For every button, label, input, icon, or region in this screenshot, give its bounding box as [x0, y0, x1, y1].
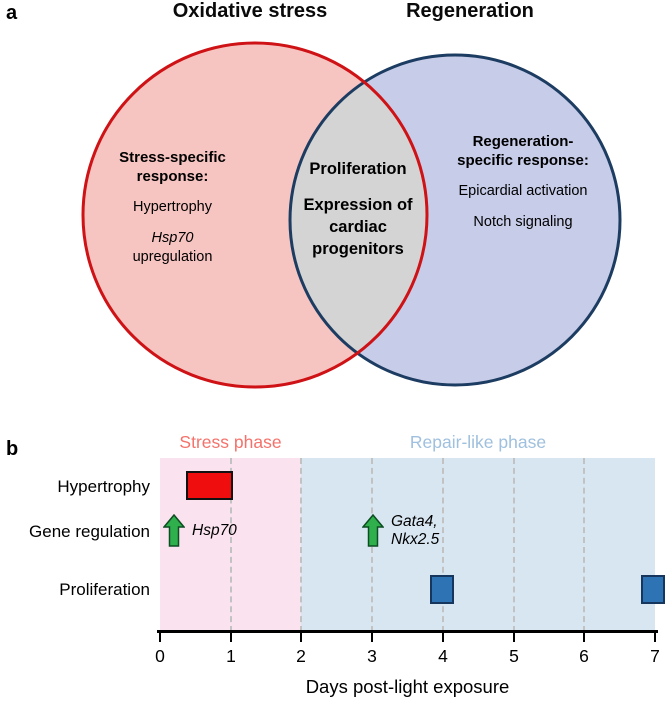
overlap-text: Proliferation Expression of cardiac prog… [287, 158, 429, 274]
gata4-up-arrow-icon [361, 513, 385, 547]
tick-day3 [371, 633, 373, 642]
tick-day5 [513, 633, 515, 642]
tick-label-6: 6 [579, 646, 589, 666]
tick-day4 [442, 633, 444, 642]
tick-label-3: 3 [367, 646, 377, 666]
hsp70-up-arrow-icon [162, 513, 186, 547]
tick-label-7: 7 [650, 646, 660, 666]
gata4-label-line1: Gata4, [391, 513, 438, 530]
regen-item-epicardial: Epicardial activation [458, 183, 588, 199]
gata4-nkx25-event-label: Gata4, Nkx2.5 [391, 513, 439, 549]
tick-label-0: 0 [155, 646, 165, 666]
regeneration-title: Regeneration [406, 0, 534, 22]
overlap-cardiac-progenitors: Expression of cardiac progenitors [303, 196, 413, 258]
panel-b: b Stress phase Repair-like phase Hypertr… [0, 430, 666, 710]
tick-label-4: 4 [438, 646, 448, 666]
x-axis-line [157, 630, 658, 633]
regeneration-heading: Regeneration-specific response: [457, 133, 589, 169]
tick-day7 [654, 633, 656, 642]
tick-label-1: 1 [226, 646, 236, 666]
gridline-day1 [230, 458, 232, 632]
gridline-day2 [300, 458, 302, 632]
stress-item-hsp70: Hsp70 upregulation [100, 229, 245, 267]
hsp70-gene-name: Hsp70 [151, 230, 194, 246]
repair-phase-label: Repair-like phase [409, 432, 547, 452]
repair-phase-region [301, 458, 655, 632]
tick-day2 [300, 633, 302, 642]
oxidative-stress-title: Oxidative stress [172, 0, 328, 22]
gridline-day4 [442, 458, 444, 632]
gridline-day6 [583, 458, 585, 632]
gridline-day5 [513, 458, 515, 632]
tick-day0 [159, 633, 161, 642]
stress-specific-text: Stress-specific response: Hypertrophy Hs… [100, 148, 245, 279]
row-label-hypertrophy: Hypertrophy [57, 477, 150, 496]
venn-overlap-region [290, 55, 427, 385]
tick-label-2: 2 [296, 646, 306, 666]
hsp70-event-label: Hsp70 [192, 522, 237, 539]
overlap-proliferation: Proliferation [309, 160, 407, 178]
stress-phase-label: Stress phase [179, 432, 282, 452]
gata4-label-line2: Nkx2.5 [391, 531, 440, 548]
x-axis-title: Days post-light exposure [305, 676, 510, 697]
proliferation-square-day7 [641, 575, 665, 604]
stress-item-hypertrophy: Hypertrophy [133, 199, 212, 215]
row-label-proliferation: Proliferation [59, 580, 150, 599]
hsp70-upregulation-text: upregulation [132, 249, 213, 265]
tick-day1 [230, 633, 232, 642]
panel-a-label: a [6, 2, 18, 24]
tick-day6 [583, 633, 585, 642]
stress-heading: Stress-specific response: [119, 149, 226, 185]
tick-label-5: 5 [509, 646, 519, 666]
hypertrophy-bar [186, 471, 233, 500]
panel-b-label: b [6, 438, 19, 460]
regen-item-notch: Notch signaling [473, 214, 573, 230]
proliferation-square-day4 [430, 575, 454, 604]
venn-diagram [81, 41, 622, 389]
row-label-gene-regulation: Gene regulation [29, 522, 150, 541]
panel-a: a Oxidative stress Regeneration Stress-s… [6, 0, 622, 389]
regeneration-specific-text: Regeneration-specific response: Epicardi… [452, 132, 594, 244]
